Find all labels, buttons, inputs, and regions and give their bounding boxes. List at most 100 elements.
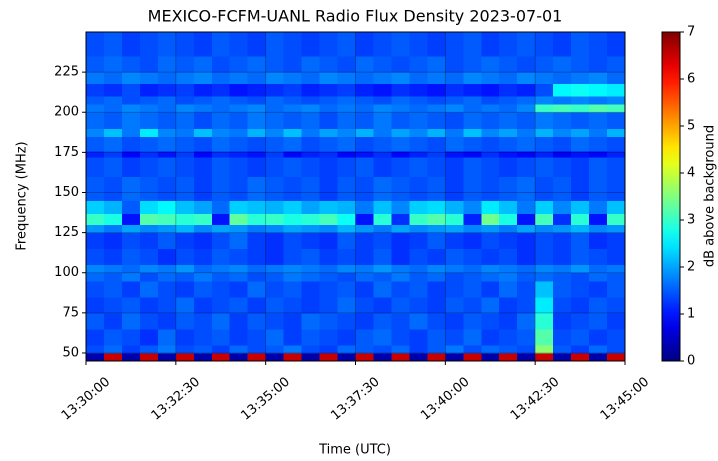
heatmap-cell (121, 328, 141, 346)
heatmap-cell (391, 104, 410, 113)
heatmap-cell (337, 296, 356, 314)
y-axis-label: Frequency (MHz) (15, 141, 30, 250)
heatmap-cell (391, 296, 410, 314)
heatmap-cell (283, 96, 303, 105)
heatmap-cell (589, 56, 608, 73)
heatmap-cell (481, 136, 500, 152)
heatmap-cell (373, 264, 392, 274)
heatmap-cell (319, 32, 339, 57)
heatmap-cell (535, 83, 554, 97)
heatmap-cell (103, 328, 123, 346)
heatmap-cell (571, 200, 590, 214)
heatmap-cell (86, 72, 105, 84)
heatmap-cell (355, 56, 374, 73)
heatmap-cell (283, 272, 303, 282)
heatmap-cell (247, 248, 267, 266)
heatmap-cell (553, 213, 572, 226)
heatmap-cell (553, 150, 572, 158)
colorbar-tick-label: 7 (687, 25, 695, 40)
heatmap-cell (103, 200, 123, 214)
heatmap-cell (571, 296, 590, 314)
heatmap-cell (265, 72, 285, 84)
heatmap-cell (427, 280, 446, 298)
heatmap-cell (445, 56, 464, 73)
heatmap-cell (463, 176, 482, 202)
colorbar-tick-label: 2 (687, 260, 695, 275)
heatmap-cell (481, 128, 500, 137)
heatmap-cell (175, 56, 195, 73)
heatmap-cell (157, 224, 177, 234)
heatmap-cell (463, 264, 482, 274)
heatmap-cell (589, 136, 608, 152)
heatmap-cell (391, 32, 410, 57)
heatmap-cell (517, 200, 536, 214)
heatmap-cell (589, 296, 608, 314)
heatmap-cell (121, 344, 141, 354)
heatmap-cell (499, 344, 518, 354)
heatmap-cell (337, 128, 356, 137)
heatmap-cell (553, 312, 572, 330)
heatmap-cell (139, 328, 159, 346)
heatmap-cell (103, 352, 123, 362)
heatmap-cell (229, 96, 249, 105)
heatmap-cell (283, 213, 303, 226)
heatmap-cell (247, 157, 267, 177)
heatmap-cell (445, 150, 464, 158)
heatmap-cell (607, 128, 626, 137)
heatmap-cell (157, 56, 177, 73)
heatmap-cell (121, 232, 141, 250)
heatmap-cell (301, 232, 321, 250)
heatmap-cell (481, 176, 500, 202)
heatmap-cell (265, 176, 285, 202)
heatmap-cell (355, 200, 374, 214)
heatmap-cell (193, 264, 213, 274)
heatmap-cell (373, 352, 392, 362)
heatmap-cell (139, 224, 159, 234)
heatmap-cell (481, 352, 500, 362)
heatmap-cell (391, 136, 410, 152)
heatmap-cell (301, 328, 321, 346)
heatmap-cell (589, 157, 608, 177)
heatmap-cell (211, 96, 231, 105)
heatmap-cell (301, 56, 321, 73)
heatmap-cell (301, 136, 321, 152)
colorbar (661, 31, 681, 362)
heatmap-cell (265, 32, 285, 57)
heatmap-cell (427, 312, 446, 330)
heatmap-cell (499, 312, 518, 330)
heatmap-cell (373, 232, 392, 250)
heatmap-cell (535, 264, 554, 274)
heatmap-cell (319, 104, 339, 113)
heatmap-cell (535, 200, 554, 214)
heatmap-cell (535, 224, 554, 234)
heatmap-cell (86, 232, 105, 250)
heatmap-cell (265, 224, 285, 234)
heatmap-cell (337, 150, 356, 158)
heatmap-cell (607, 280, 626, 298)
x-tick-label: 13:45:00 (598, 374, 652, 423)
heatmap-cell (193, 128, 213, 137)
heatmap-cell (607, 150, 626, 158)
heatmap-cell (499, 272, 518, 282)
heatmap-cell (319, 312, 339, 330)
heatmap-cell (301, 150, 321, 158)
heatmap-cell (247, 72, 267, 84)
heatmap-cell (445, 312, 464, 330)
heatmap-cell (481, 83, 500, 97)
heatmap-cell (427, 264, 446, 274)
heatmap-cell (121, 352, 141, 362)
heatmap-cell (337, 56, 356, 73)
heatmap-cell (553, 328, 572, 346)
heatmap-cell (157, 272, 177, 282)
heatmap-cell (265, 232, 285, 250)
heatmap-cell (553, 232, 572, 250)
heatmap-cell (229, 157, 249, 177)
heatmap-cell (319, 264, 339, 274)
heatmap-cell (157, 264, 177, 274)
heatmap-cell (373, 312, 392, 330)
colorbar-tick-label: 4 (687, 166, 695, 181)
heatmap-cell (121, 104, 141, 113)
heatmap-cell (427, 112, 446, 129)
heatmap-cell (355, 280, 374, 298)
heatmap-cell (535, 312, 554, 330)
